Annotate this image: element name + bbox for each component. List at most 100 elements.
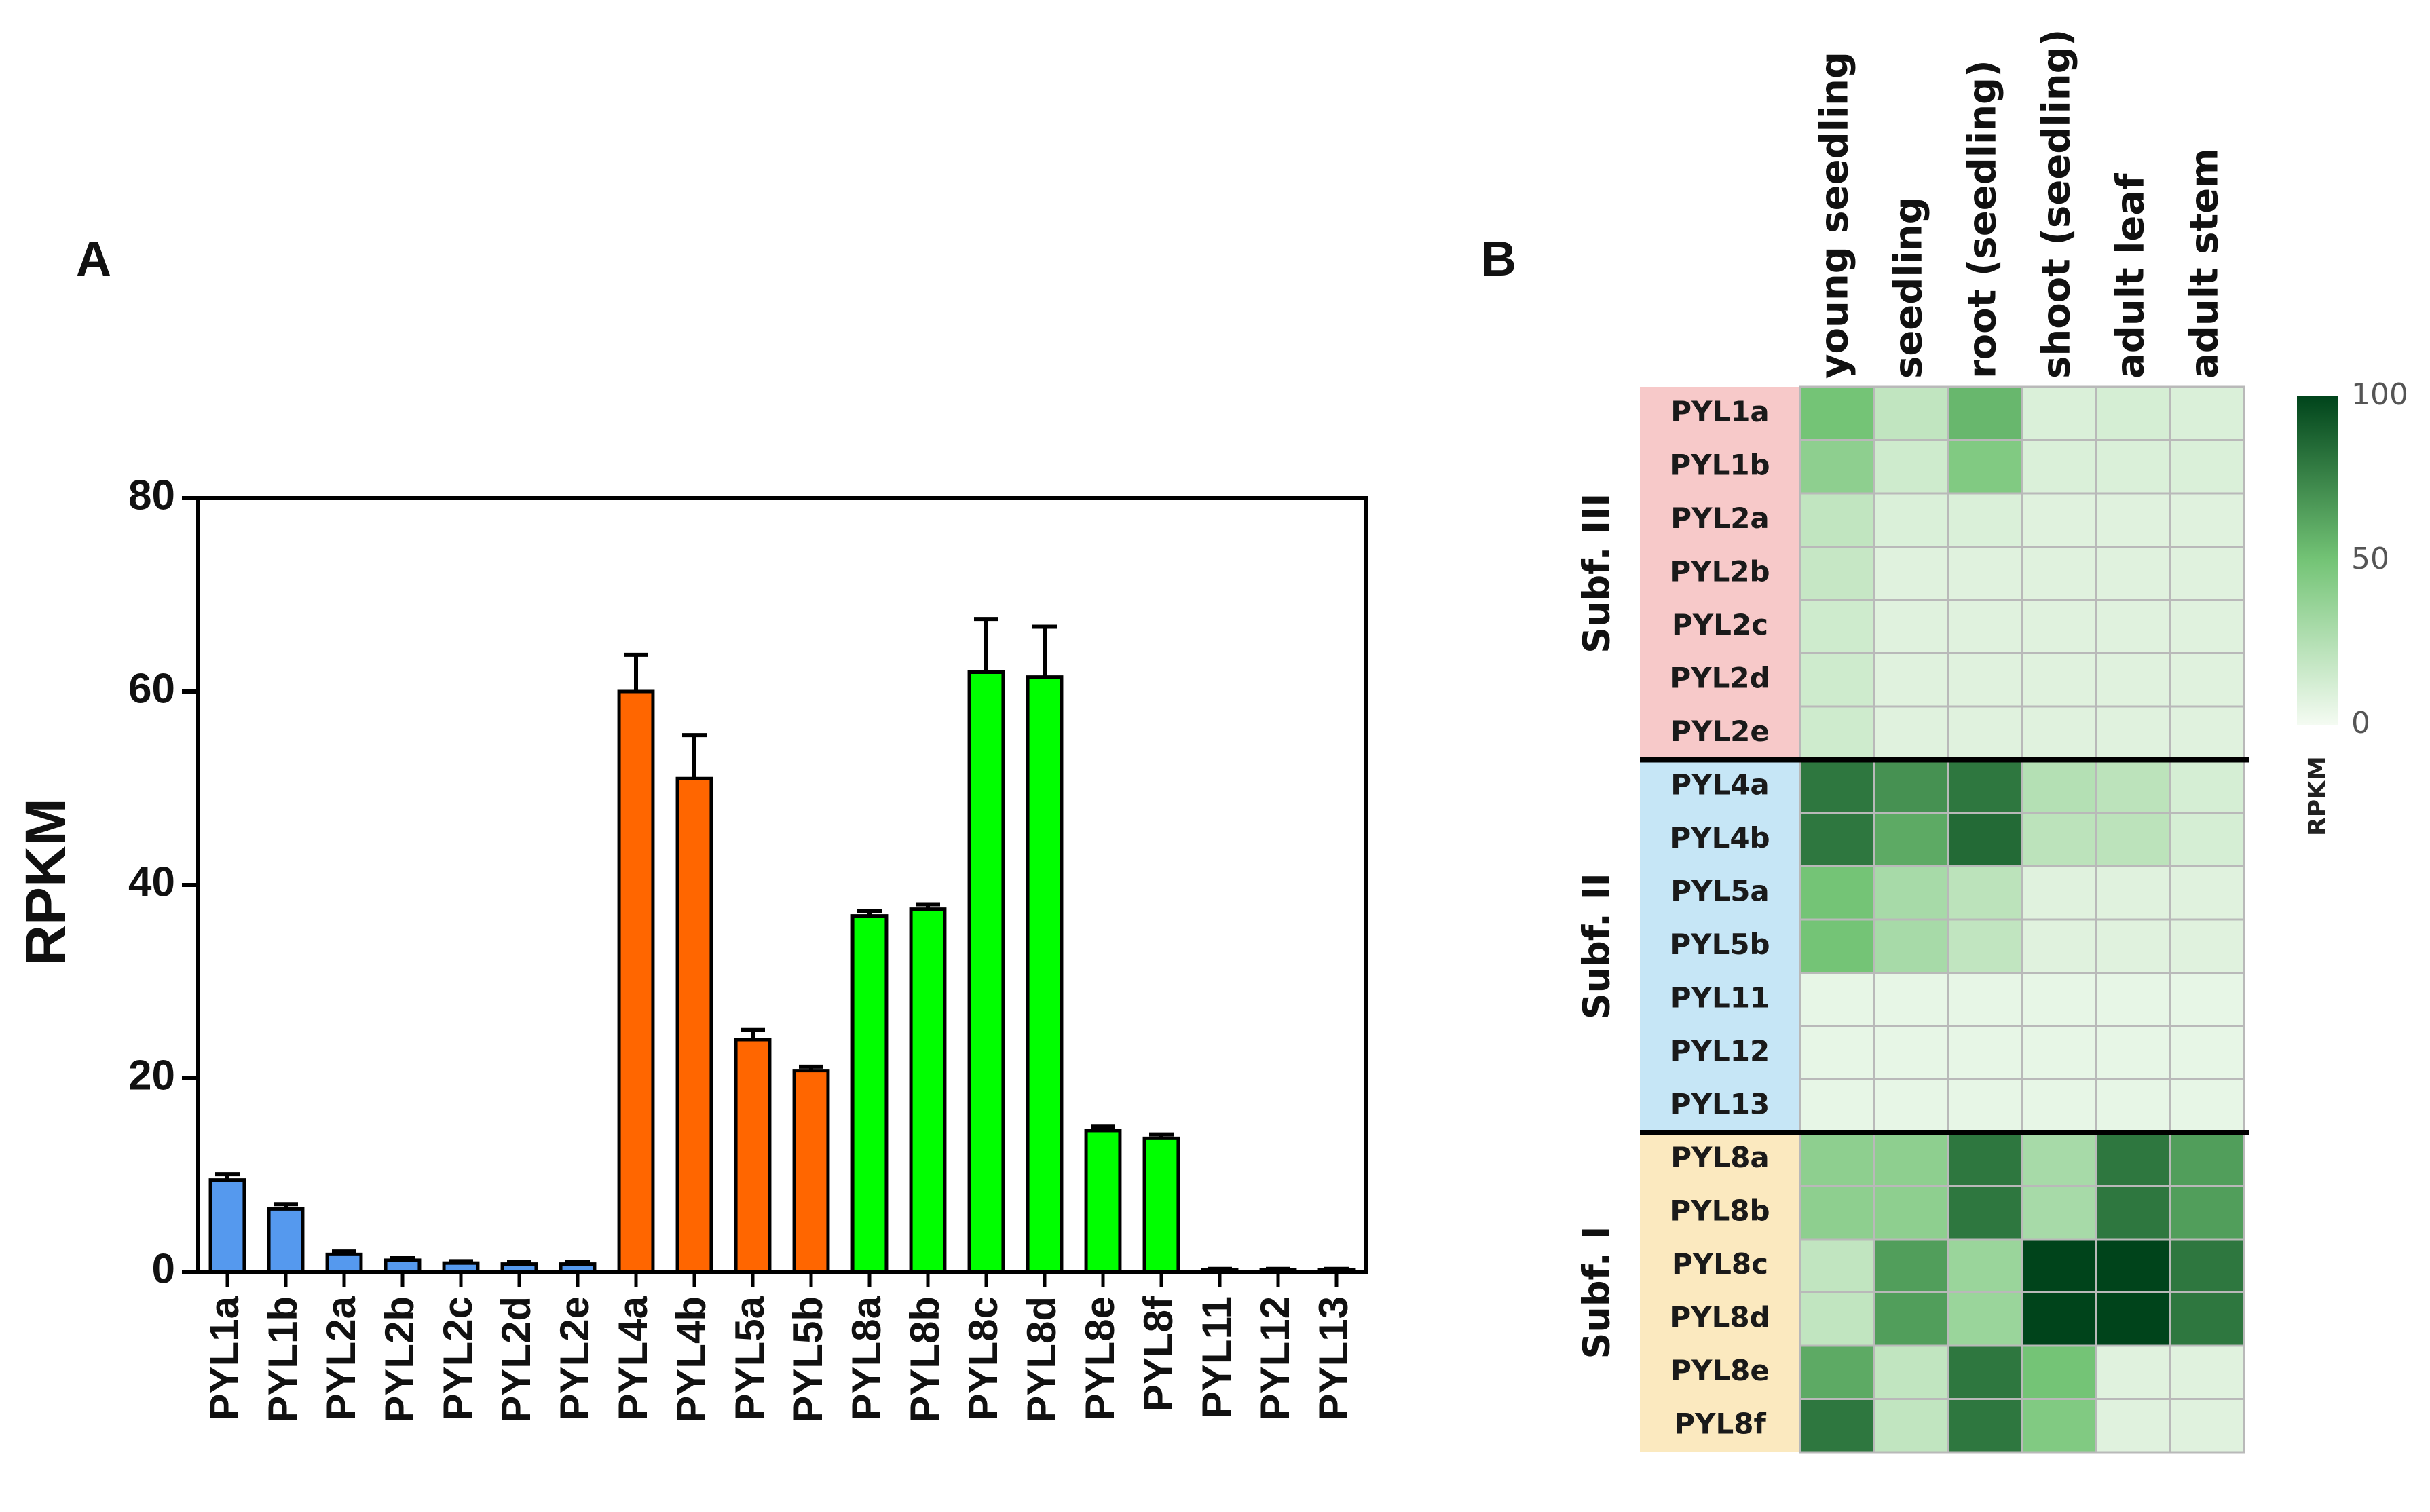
- row-group-bands: [1640, 387, 1800, 1452]
- heatmap-cell-PYL8b-1: [1873, 1185, 1949, 1241]
- heatmap-cell-PYL8f-0: [1799, 1398, 1875, 1454]
- row-label-PYL11: PYL11: [1670, 981, 1770, 1014]
- row-group-labels: Subf. III Subf. II Subf. I: [1575, 493, 1618, 1359]
- heatmap-cell-PYL5b-4: [2095, 918, 2171, 974]
- y-tick-label-0: 0: [152, 1245, 175, 1292]
- heatmap-cell-PYL11-2: [1947, 972, 2023, 1027]
- heatmap-cell-PYL8e-0: [1799, 1344, 1875, 1400]
- heatmap-cell-PYL1a-4: [2095, 385, 2171, 441]
- heatmap-cell-PYL8a-3: [2021, 1131, 2097, 1187]
- heatmap-cell-PYL4b-2: [1947, 812, 2023, 867]
- x-tick-label-PYL8b: PYL8b: [902, 1296, 948, 1423]
- bar-PYL5a: [734, 1038, 772, 1274]
- row-group-label: Subf. III: [1575, 493, 1618, 654]
- heatmap-cell-PYL8b-0: [1799, 1185, 1875, 1241]
- heatmap-cell-PYL2c-2: [1947, 599, 2023, 654]
- heatmap-cell-PYL8d-3: [2021, 1291, 2097, 1347]
- heatmap-cell-PYL5a-5: [2169, 865, 2245, 921]
- heatmap-cell-PYL11-3: [2021, 972, 2097, 1027]
- heatmap-cell-PYL2e-0: [1799, 705, 1875, 761]
- heatmap-cell-PYL1a-3: [2021, 385, 2097, 441]
- colorbar-title: RPKM: [2304, 756, 2332, 836]
- heatmap-cell-PYL4b-0: [1799, 812, 1875, 867]
- bar-PYL8d: [1026, 675, 1064, 1274]
- column-label: adult stem: [2183, 148, 2227, 379]
- heatmap-cell-PYL12-3: [2021, 1025, 2097, 1080]
- row-group-label: Subf. I: [1575, 1226, 1618, 1359]
- heatmap-cell-PYL13-3: [2021, 1078, 2097, 1134]
- heatmap-cell-PYL1b-3: [2021, 439, 2097, 495]
- x-tick-label-PYL11: PYL11: [1194, 1296, 1239, 1418]
- band-subf-iii: [1640, 387, 1800, 760]
- x-tick-label-PYL5a: PYL5a: [727, 1296, 772, 1420]
- heatmap-cell-PYL8d-0: [1799, 1291, 1875, 1347]
- bar-x-tick-labels: PYL1a PYL1b PYL2a PYL2b PYL2c PYL2d PYL2e PYL4a…: [202, 1272, 1356, 1423]
- heatmap-cell-PYL8c-0: [1799, 1238, 1875, 1293]
- heatmap-cell-PYL8f-3: [2021, 1398, 2097, 1454]
- x-tick-label-PYL2d: PYL2d: [493, 1296, 539, 1423]
- heatmap-cell-PYL5b-3: [2021, 918, 2097, 974]
- x-tick-label-PYL2c: PYL2c: [435, 1296, 481, 1420]
- x-tick-label-PYL4a: PYL4a: [610, 1296, 656, 1420]
- heatmap-cell-PYL8a-1: [1873, 1131, 1949, 1187]
- colorbar-tick-50: 50: [2351, 542, 2389, 576]
- heatmap-cell-PYL2a-0: [1799, 492, 1875, 548]
- bar-PYL5b: [792, 1069, 830, 1274]
- heatmap-cell-PYL1b-5: [2169, 439, 2245, 495]
- row-label-PYL2c: PYL2c: [1672, 608, 1768, 641]
- row-label-PYL4a: PYL4a: [1670, 768, 1770, 801]
- heatmap-cell-PYL8b-5: [2169, 1185, 2245, 1241]
- heatmap-cell-PYL8f-2: [1947, 1398, 2023, 1454]
- panel-b-label: B: [1481, 232, 1516, 286]
- x-tick-label-PYL4b: PYL4b: [669, 1296, 714, 1423]
- heatmap-row-labels: PYL1a PYL1b PYL2a PYL2b PYL2c PYL2d PYL2e PYL4a…: [1670, 395, 1770, 1441]
- x-tick-label-PYL2e: PYL2e: [552, 1296, 597, 1420]
- heatmap-cell-PYL8e-2: [1947, 1344, 2023, 1400]
- row-label-PYL8d: PYL8d: [1670, 1300, 1770, 1334]
- row-group-label: Subf. II: [1575, 873, 1618, 1019]
- heatmap-cell-PYL2c-5: [2169, 599, 2245, 654]
- heatmap-cell-PYL5a-3: [2021, 865, 2097, 921]
- heatmap-cell-PYL8a-5: [2169, 1131, 2245, 1187]
- heatmap-cell-PYL8d-4: [2095, 1291, 2171, 1347]
- row-label-PYL4b: PYL4b: [1670, 821, 1770, 854]
- heatmap-cell-PYL13-1: [1873, 1078, 1949, 1134]
- heatmap-cell-PYL1b-1: [1873, 439, 1949, 495]
- heatmap-cell-PYL11-4: [2095, 972, 2171, 1027]
- bar-PYL8a: [850, 914, 889, 1274]
- heatmap-cell-PYL12-1: [1873, 1025, 1949, 1080]
- x-tick-label-PYL8a: PYL8a: [844, 1296, 889, 1420]
- heatmap-cell-PYL11-5: [2169, 972, 2245, 1027]
- heatmap-cell-PYL2e-3: [2021, 705, 2097, 761]
- bar-PYL4a: [617, 689, 655, 1274]
- heatmap-cell-PYL2d-2: [1947, 652, 2023, 708]
- heatmap-cell-PYL8a-2: [1947, 1131, 2023, 1187]
- heatmap-cell-PYL8a-4: [2095, 1131, 2171, 1187]
- row-label-PYL2e: PYL2e: [1670, 715, 1770, 748]
- bar-PYL1a: [208, 1178, 246, 1274]
- heatmap-cell-PYL2e-5: [2169, 705, 2245, 761]
- heatmap-cell-PYL2c-1: [1873, 599, 1949, 654]
- heatmap-cell-PYL8d-5: [2169, 1291, 2245, 1347]
- x-tick-label-PYL8d: PYL8d: [1019, 1296, 1064, 1423]
- heatmap-cell-PYL1a-1: [1873, 385, 1949, 441]
- heatmap-cell-PYL13-5: [2169, 1078, 2245, 1134]
- heatmap-cell-PYL2a-1: [1873, 492, 1949, 548]
- heatmap-cells: [1799, 385, 2245, 1454]
- heatmap-cell-PYL8b-2: [1947, 1185, 2023, 1241]
- heatmap-cell-PYL8b-4: [2095, 1185, 2171, 1241]
- heatmap-cell-PYL2e-1: [1873, 705, 1949, 761]
- x-tick-label-PYL2a: PYL2a: [318, 1296, 364, 1420]
- bar-PYL8b: [909, 907, 947, 1274]
- bar-PYL4b: [675, 776, 713, 1274]
- heatmap-cell-PYL13-2: [1947, 1078, 2023, 1134]
- heatmap-cell-PYL1b-2: [1947, 439, 2023, 495]
- heatmap-cell-PYL2d-0: [1799, 652, 1875, 708]
- bar-PYL8c: [967, 670, 1005, 1274]
- heatmap-cell-PYL8c-4: [2095, 1238, 2171, 1293]
- heatmap-cell-PYL5a-0: [1799, 865, 1875, 921]
- row-label-PYL8a: PYL8a: [1670, 1141, 1770, 1174]
- heatmap-cell-PYL2d-3: [2021, 652, 2097, 708]
- band-subf-ii: [1640, 759, 1800, 1133]
